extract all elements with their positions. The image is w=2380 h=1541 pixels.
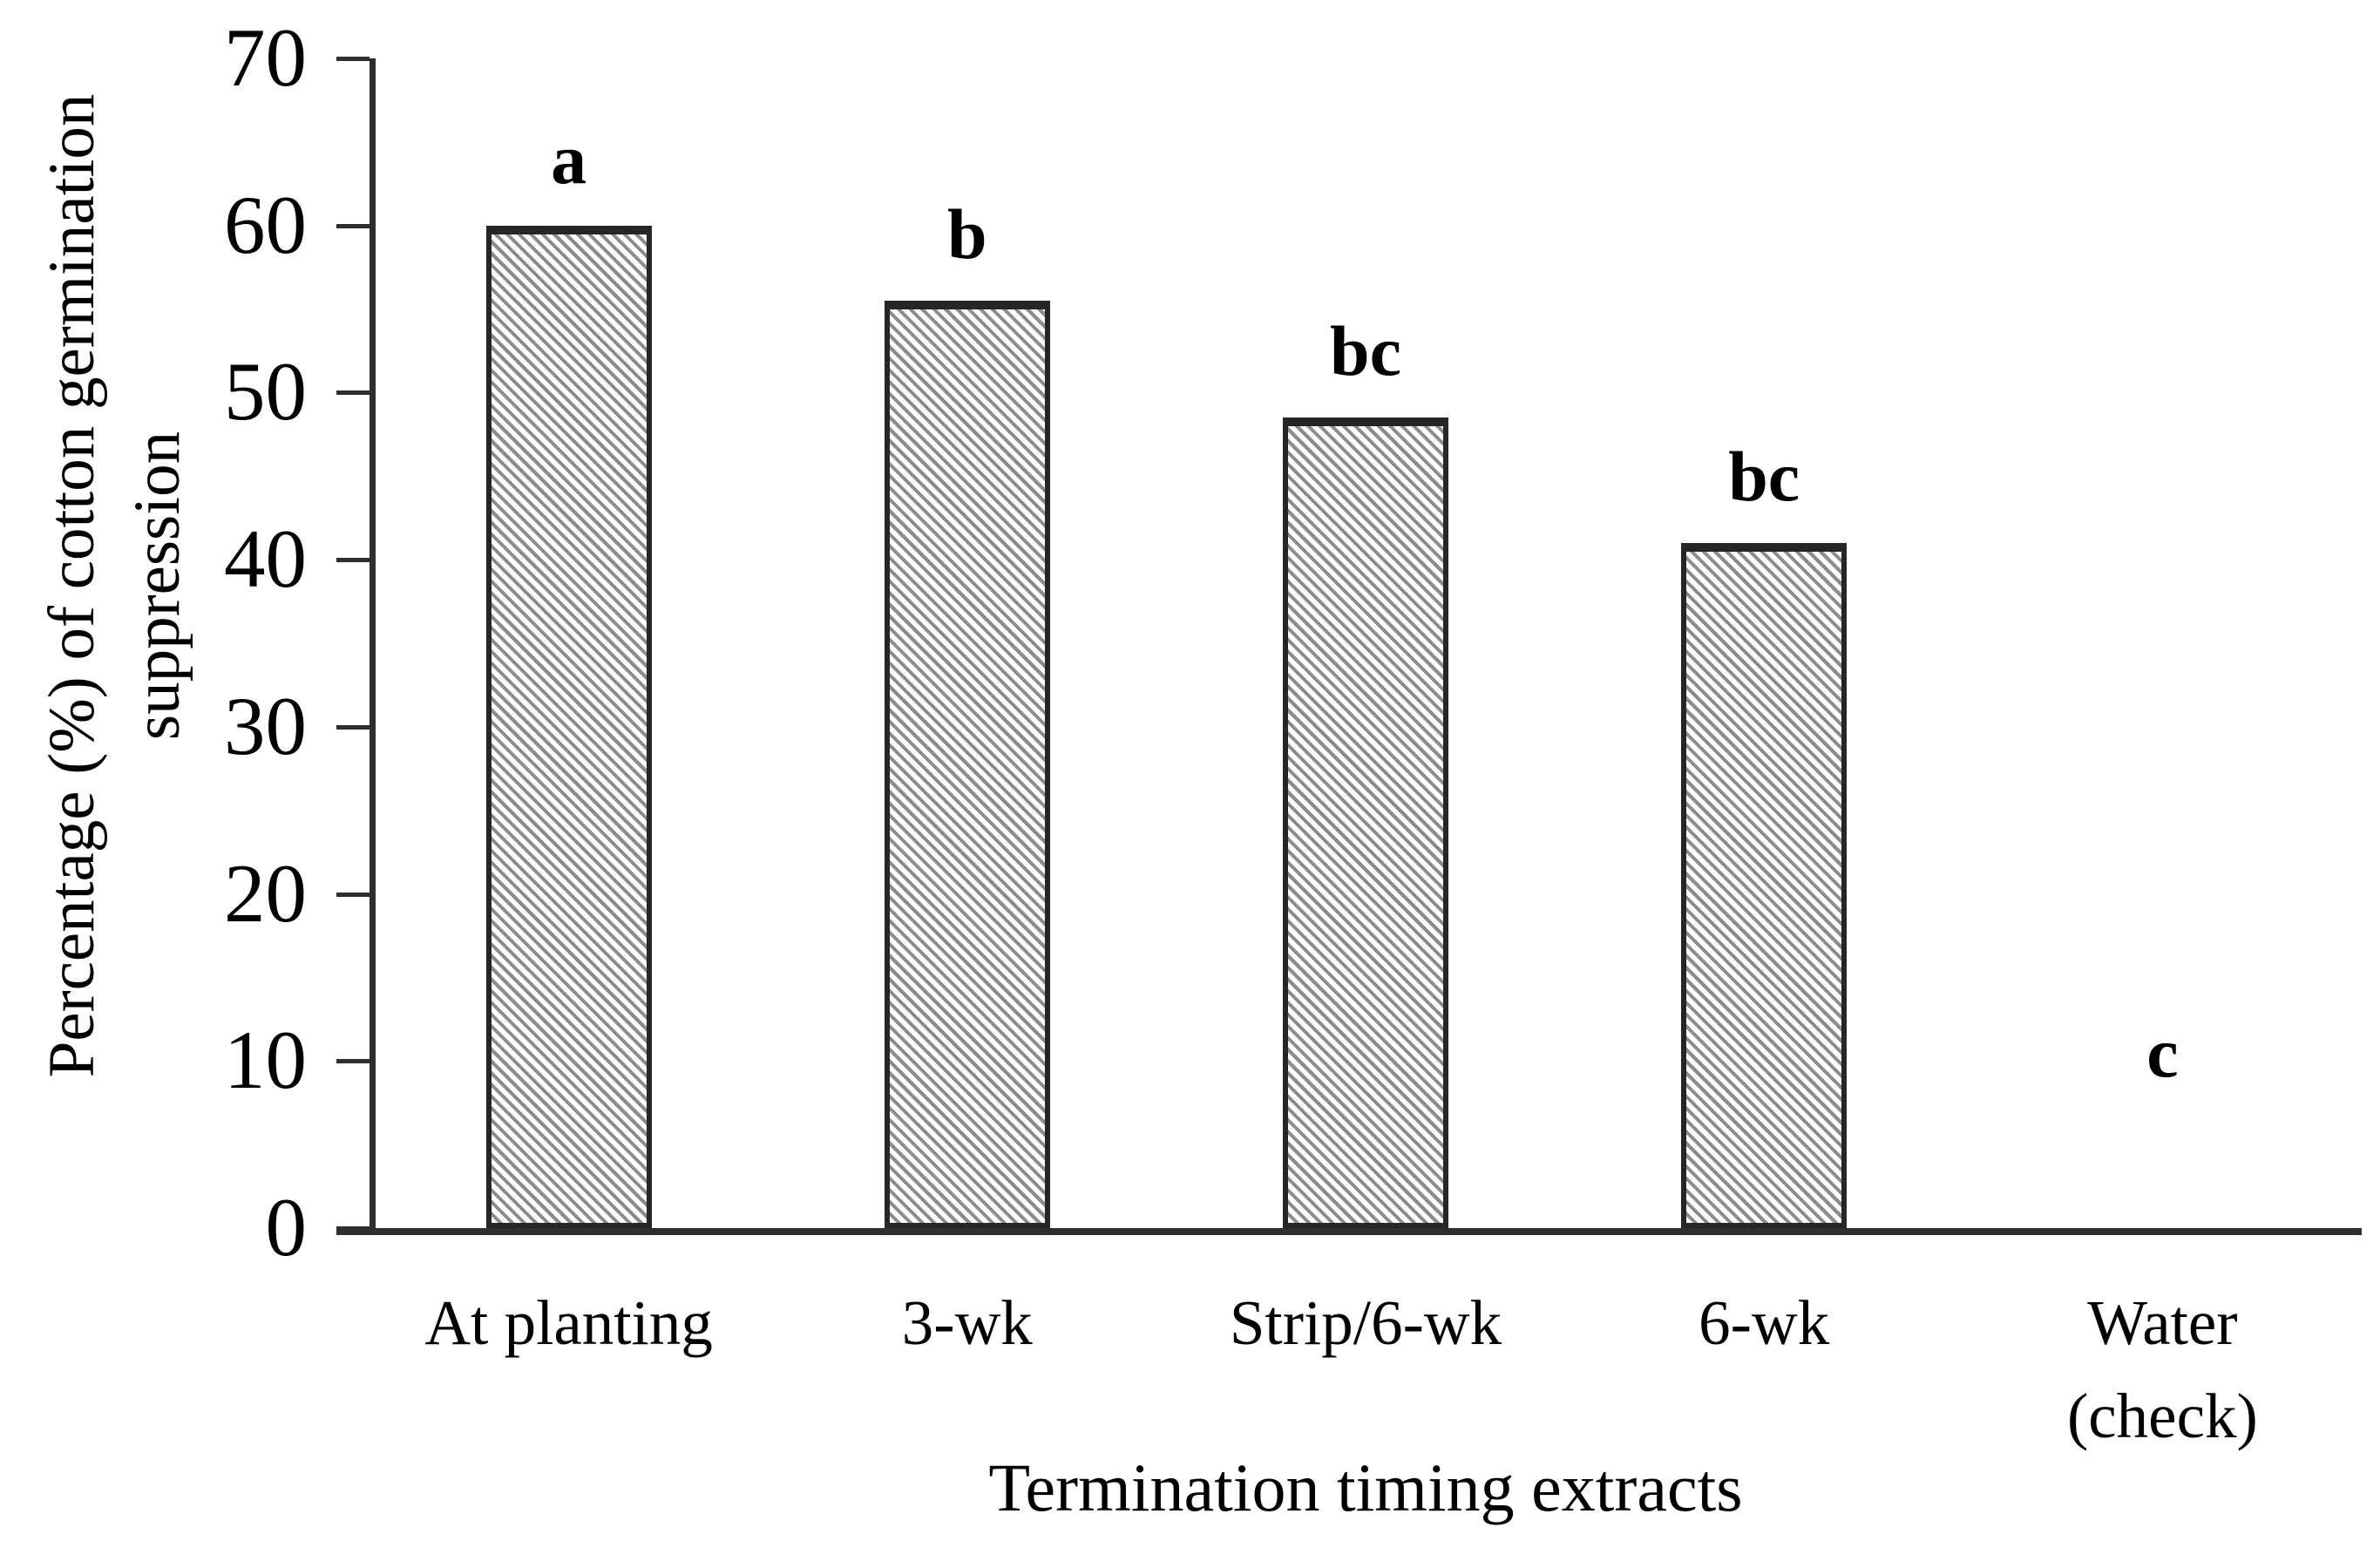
x-category-label: Water (check) xyxy=(2066,1287,2258,1451)
bar-significance-letter: b xyxy=(946,193,987,274)
bar xyxy=(1681,542,1848,1228)
bar xyxy=(884,300,1050,1228)
bar-significance-letter: a xyxy=(551,119,587,199)
x-category-label: 6-wk xyxy=(1699,1287,1830,1358)
x-category-label: 3-wk xyxy=(901,1287,1033,1358)
y-tick-label: 0 xyxy=(265,1181,308,1273)
y-tick xyxy=(336,892,370,897)
y-tick xyxy=(336,57,370,61)
x-axis-title: Termination timing extracts xyxy=(988,1449,1743,1525)
bar-significance-letter: bc xyxy=(1330,311,1401,391)
x-category-label: At planting xyxy=(424,1287,713,1358)
y-tick-label: 50 xyxy=(224,345,307,438)
y-tick xyxy=(336,1059,370,1064)
x-category-label: Strip/6-wk xyxy=(1229,1287,1502,1358)
x-axis-line xyxy=(336,1228,2362,1235)
y-tick-label: 20 xyxy=(224,846,307,940)
y-tick xyxy=(336,724,370,730)
bar-significance-letter: c xyxy=(2146,1013,2179,1092)
y-axis-line xyxy=(370,58,376,1235)
y-tick-label: 70 xyxy=(224,11,307,104)
bar xyxy=(485,225,652,1228)
y-tick xyxy=(336,390,370,396)
y-tick-label: 10 xyxy=(224,1014,307,1107)
y-tick-label: 40 xyxy=(224,513,307,606)
bar-significance-letter: bc xyxy=(1728,436,1800,516)
y-tick xyxy=(336,223,370,228)
y-tick xyxy=(336,1226,370,1231)
y-tick-label: 30 xyxy=(224,679,307,772)
y-tick-label: 60 xyxy=(224,178,307,271)
bar xyxy=(1283,417,1448,1228)
y-tick xyxy=(336,558,370,563)
